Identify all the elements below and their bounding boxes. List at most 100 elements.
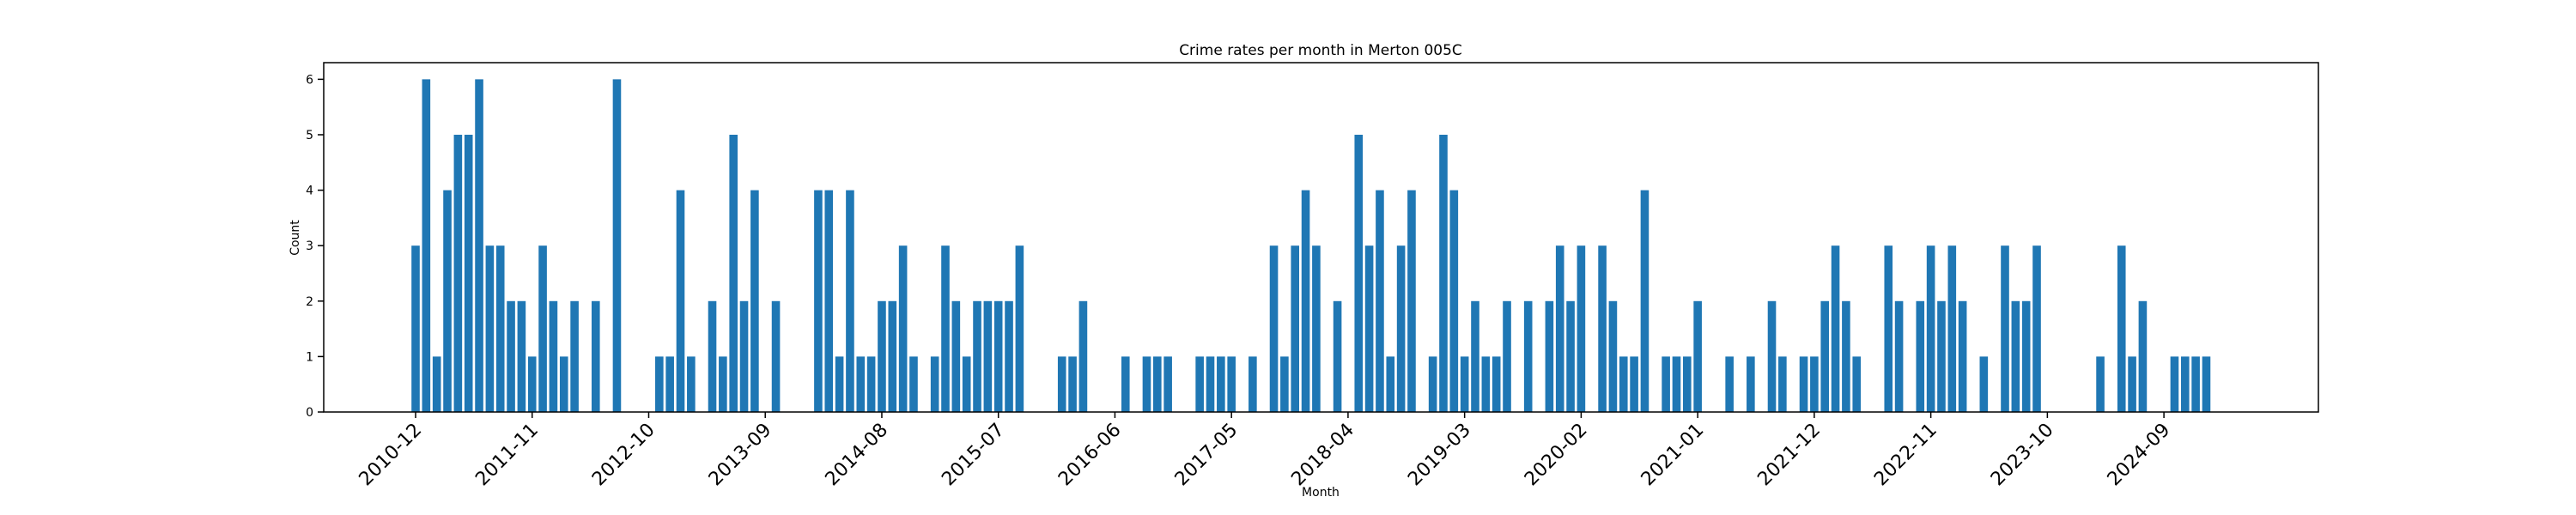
bar bbox=[2032, 245, 2041, 412]
bar bbox=[729, 134, 738, 412]
bar bbox=[1471, 300, 1479, 412]
bar bbox=[1015, 245, 1024, 412]
bar bbox=[719, 356, 727, 412]
bar bbox=[2001, 245, 2009, 412]
bar bbox=[1249, 356, 1257, 412]
x-tick-label: 2021-01 bbox=[1637, 420, 1709, 491]
x-tick-label: 2014-08 bbox=[822, 420, 893, 491]
bar bbox=[1810, 356, 1819, 412]
bar bbox=[1396, 245, 1406, 412]
bar bbox=[1364, 245, 1374, 412]
bar bbox=[1566, 300, 1575, 412]
bar bbox=[909, 356, 918, 412]
plot-frame bbox=[323, 62, 2319, 413]
x-axis-label: Month bbox=[1302, 486, 1340, 500]
bar bbox=[464, 134, 473, 412]
bar bbox=[1407, 190, 1416, 413]
bar bbox=[1492, 356, 1501, 412]
bar bbox=[1217, 356, 1225, 412]
bar bbox=[1683, 356, 1692, 412]
bar bbox=[1630, 356, 1638, 412]
bar bbox=[591, 300, 600, 412]
x-tick-label: 2021-12 bbox=[1753, 420, 1825, 491]
bar bbox=[1227, 356, 1236, 412]
bar bbox=[485, 245, 495, 412]
bar bbox=[1778, 356, 1787, 412]
x-tick-label: 2016-06 bbox=[1054, 420, 1126, 491]
bar bbox=[1747, 356, 1755, 412]
bar bbox=[655, 356, 664, 412]
bar bbox=[750, 190, 759, 413]
bar bbox=[1163, 356, 1172, 412]
x-tick-label: 2020-02 bbox=[1521, 420, 1592, 491]
bar bbox=[708, 300, 717, 412]
bar bbox=[1481, 356, 1491, 412]
bar bbox=[2117, 245, 2126, 412]
bar bbox=[507, 300, 515, 412]
bar bbox=[1958, 300, 1967, 412]
bar bbox=[941, 245, 950, 412]
bar bbox=[814, 190, 823, 413]
bar bbox=[1280, 356, 1289, 412]
bar bbox=[1767, 300, 1777, 412]
y-tick-label: 4 bbox=[306, 185, 313, 198]
bar bbox=[1852, 356, 1862, 412]
bar bbox=[930, 356, 939, 412]
y-tick-label: 0 bbox=[306, 406, 313, 420]
x-tick-label: 2022-11 bbox=[1870, 420, 1941, 491]
bar bbox=[1428, 356, 1437, 412]
x-tick-label: 2018-04 bbox=[1287, 420, 1358, 491]
bar bbox=[453, 134, 463, 412]
bar bbox=[2128, 356, 2136, 412]
bar bbox=[1312, 245, 1321, 412]
bar bbox=[1153, 356, 1162, 412]
bar bbox=[846, 190, 854, 413]
y-tick-label: 6 bbox=[306, 73, 313, 87]
bar bbox=[411, 245, 420, 412]
bar bbox=[2138, 300, 2148, 412]
bar bbox=[1608, 300, 1618, 412]
bar bbox=[1354, 134, 1364, 412]
bar bbox=[771, 300, 781, 412]
bar bbox=[1195, 356, 1204, 412]
bar bbox=[1662, 356, 1670, 412]
bar bbox=[1884, 245, 1893, 412]
bar bbox=[1820, 300, 1830, 412]
bar bbox=[1799, 356, 1808, 412]
y-tick-label: 1 bbox=[306, 350, 313, 364]
bar bbox=[538, 245, 547, 412]
x-tick-label: 2023-10 bbox=[1987, 420, 2058, 491]
bar bbox=[1269, 245, 1279, 412]
bar bbox=[1672, 356, 1681, 412]
chart-title: Crime rates per month in Merton 005C bbox=[1179, 42, 1462, 59]
bar bbox=[676, 190, 685, 413]
bar bbox=[687, 356, 696, 412]
bar bbox=[951, 300, 961, 412]
bar bbox=[1725, 356, 1734, 412]
x-tick-label: 2017-05 bbox=[1171, 420, 1242, 491]
bar bbox=[1947, 245, 1957, 412]
y-tick-label: 3 bbox=[306, 239, 313, 253]
bar bbox=[1439, 134, 1448, 412]
bar bbox=[1640, 190, 1649, 413]
bar bbox=[878, 300, 886, 412]
bar bbox=[612, 79, 622, 412]
bar bbox=[1555, 245, 1564, 412]
bar bbox=[1005, 300, 1013, 412]
bar bbox=[422, 79, 431, 412]
x-tick-label: 2011-11 bbox=[471, 420, 543, 491]
bar bbox=[1057, 356, 1066, 412]
bar bbox=[527, 356, 537, 412]
y-tick-label: 2 bbox=[306, 295, 313, 309]
bar bbox=[559, 356, 568, 412]
bar bbox=[1693, 300, 1702, 412]
bar bbox=[1068, 356, 1077, 412]
bar bbox=[1598, 245, 1607, 412]
bar bbox=[1619, 356, 1628, 412]
bar bbox=[1121, 356, 1130, 412]
bar bbox=[983, 300, 993, 412]
bar bbox=[2180, 356, 2190, 412]
bar bbox=[1577, 245, 1586, 412]
bar bbox=[1523, 300, 1533, 412]
